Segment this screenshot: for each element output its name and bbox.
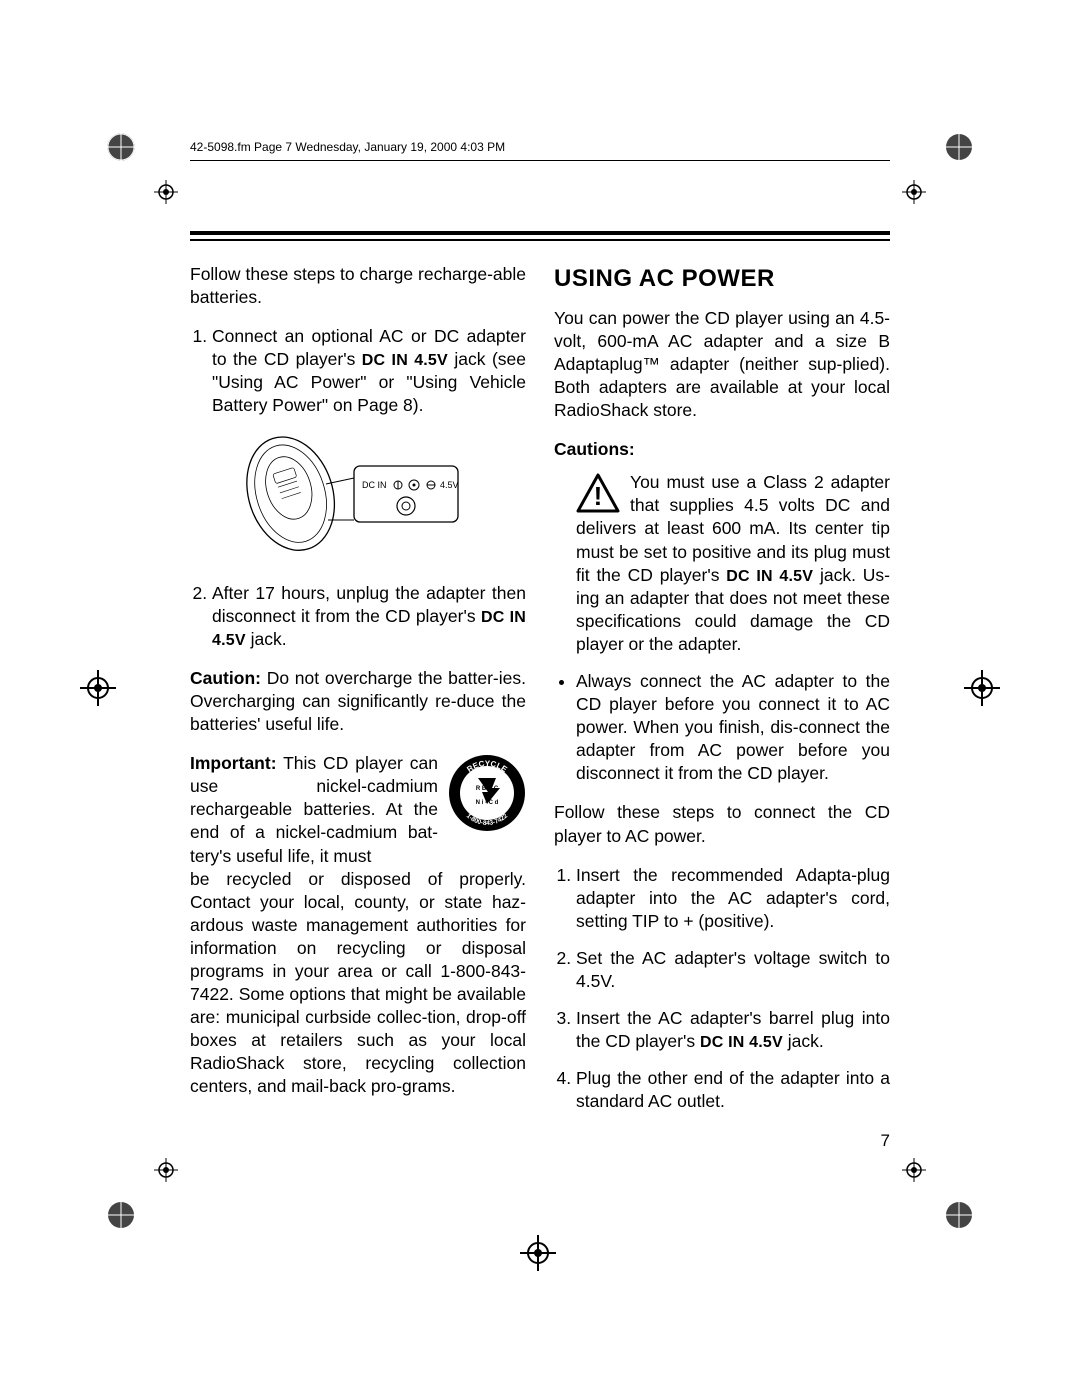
left-column: Follow these steps to charge recharge-ab… <box>190 263 526 1152</box>
section-heading: USING AC POWER <box>554 263 890 295</box>
svg-text:DC IN: DC IN <box>362 480 387 490</box>
framemaker-header: 42-5098.fm Page 7 Wednesday, January 19,… <box>190 140 890 154</box>
svg-text:4.5V: 4.5V <box>440 480 459 490</box>
reg-mark <box>106 132 136 162</box>
ac-step-2: Set the AC adapter's voltage switch to 4… <box>576 947 890 993</box>
ac-steps: Insert the recommended Adapta-plug adapt… <box>554 864 890 1114</box>
ac-step-3: Insert the AC adapter's barrel plug into… <box>576 1007 890 1053</box>
jack-label: DC IN 4.5V <box>700 1034 783 1051</box>
caution-paragraph: Caution: Do not overcharge the batter-ie… <box>190 667 526 736</box>
device-illustration: DC IN 4.5V <box>236 424 466 564</box>
svg-text:!: ! <box>594 481 603 511</box>
jack-label: DC IN 4.5V <box>362 352 448 369</box>
right-column: USING AC POWER You can power the CD play… <box>554 263 890 1152</box>
charge-step-1: Connect an optional AC or DC adapter to … <box>212 325 526 563</box>
charge-steps: Connect an optional AC or DC adapter to … <box>190 325 526 651</box>
columns: Follow these steps to charge recharge-ab… <box>190 263 890 1152</box>
crosshair-small <box>154 1158 178 1182</box>
crosshair-small <box>902 1158 926 1182</box>
reg-mark <box>944 132 974 162</box>
intro-text: Follow these steps to charge recharge-ab… <box>190 263 526 309</box>
caution-label: Caution: <box>190 668 261 688</box>
ac-step-4: Plug the other end of the adapter into a… <box>576 1067 890 1113</box>
jack-label: DC IN 4.5V <box>726 568 813 585</box>
caution-item-2: Always connect the AC adapter to the CD … <box>576 670 890 785</box>
important-label: Important: <box>190 753 277 773</box>
page: 42-5098.fm Page 7 Wednesday, January 19,… <box>190 140 890 1152</box>
top-rule <box>190 160 890 161</box>
caution-item-1: ! You must use a Class 2 adapter that su… <box>576 471 890 656</box>
warning-icon: ! <box>576 473 620 513</box>
svg-text:N i - C d: N i - C d <box>476 800 499 806</box>
reg-mark <box>944 1200 974 1230</box>
double-rule <box>190 231 890 241</box>
svg-text:R B R C: R B R C <box>476 786 499 792</box>
crosshair <box>80 670 116 706</box>
important-paragraph: R B R C N i - C d RECYCLE 1-800-843-7422… <box>190 752 526 867</box>
ac-step-1: Insert the recommended Adapta-plug adapt… <box>576 864 890 933</box>
ac-intro: You can power the CD player using an 4.5… <box>554 307 890 422</box>
important-rest: be recycled or disposed of properly. Con… <box>190 868 526 1099</box>
recycle-badge: R B R C N i - C d RECYCLE 1-800-843-7422 <box>448 754 526 832</box>
caution-list: Always connect the AC adapter to the CD … <box>554 670 890 785</box>
crosshair <box>520 1235 556 1271</box>
crosshair-small <box>902 180 926 204</box>
cautions-label: Cautions: <box>554 438 890 461</box>
page-number: 7 <box>554 1130 890 1152</box>
reg-mark <box>106 1200 136 1230</box>
crosshair-small <box>154 180 178 204</box>
charge-step-2: After 17 hours, unplug the adapter then … <box>212 582 526 651</box>
crosshair <box>964 670 1000 706</box>
ac-steps-intro: Follow these steps to connect the CD pla… <box>554 801 890 847</box>
